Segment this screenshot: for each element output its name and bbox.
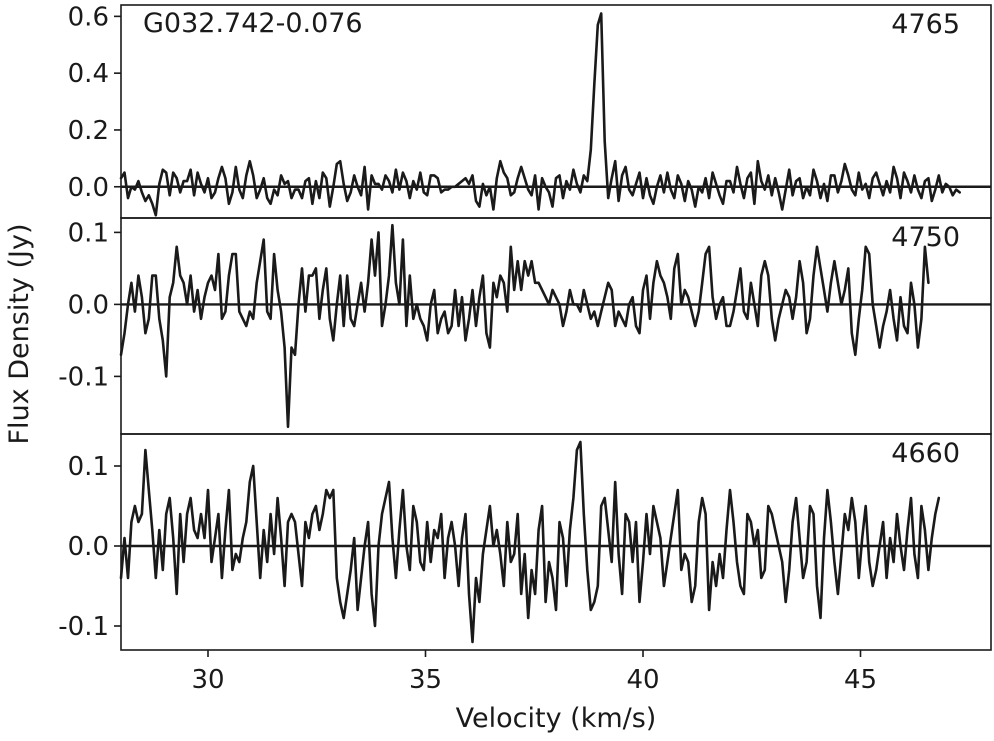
x-tick-label: 40 bbox=[626, 665, 659, 695]
y-tick-label: 0.0 bbox=[68, 173, 109, 203]
panel-frame bbox=[120, 217, 992, 435]
panel-4765: 0.0 0.2 0.4 0.6 4765 bbox=[68, 2, 992, 219]
y-tick-label: 0.2 bbox=[68, 116, 109, 146]
x-axis: 30 35 40 45 bbox=[191, 650, 877, 695]
x-axis-title: Velocity (km/s) bbox=[456, 703, 657, 734]
panel-4660: -0.1 0.0 0.1 4660 bbox=[58, 433, 992, 651]
y-tick-label: 0.1 bbox=[68, 452, 109, 482]
y-axis-title: Flux Density (Jy) bbox=[4, 224, 35, 445]
y-tick-label: -0.1 bbox=[58, 362, 109, 392]
x-tick-label: 35 bbox=[409, 665, 442, 695]
spectrum-line bbox=[119, 223, 930, 429]
y-tick-label: 0.4 bbox=[68, 59, 109, 89]
y-tick-label: -0.1 bbox=[58, 612, 109, 642]
panels: 0.0 0.2 0.4 0.6 4765 -0.1 0.0 0.1 4750 -0.1 0.0 0.1… bbox=[58, 2, 992, 695]
spectrum-line bbox=[119, 12, 962, 217]
x-tick-label: 45 bbox=[844, 665, 877, 695]
spectrum-line bbox=[119, 440, 941, 644]
y-tick-label: 0.0 bbox=[68, 290, 109, 320]
panel-label-4660: 4660 bbox=[891, 438, 960, 469]
y-tick-label: 0.6 bbox=[68, 2, 109, 32]
y-tick-label: 0.0 bbox=[68, 532, 109, 562]
panel-label-4750: 4750 bbox=[891, 222, 960, 253]
panel-frame bbox=[120, 433, 992, 651]
panel-4750: -0.1 0.0 0.1 4750 bbox=[58, 217, 992, 435]
x-tick-label: 30 bbox=[191, 665, 224, 695]
source-label: G032.742-0.076 bbox=[143, 8, 363, 39]
panel-label-4765: 4765 bbox=[891, 9, 960, 40]
y-tick-label: 0.1 bbox=[68, 218, 109, 248]
